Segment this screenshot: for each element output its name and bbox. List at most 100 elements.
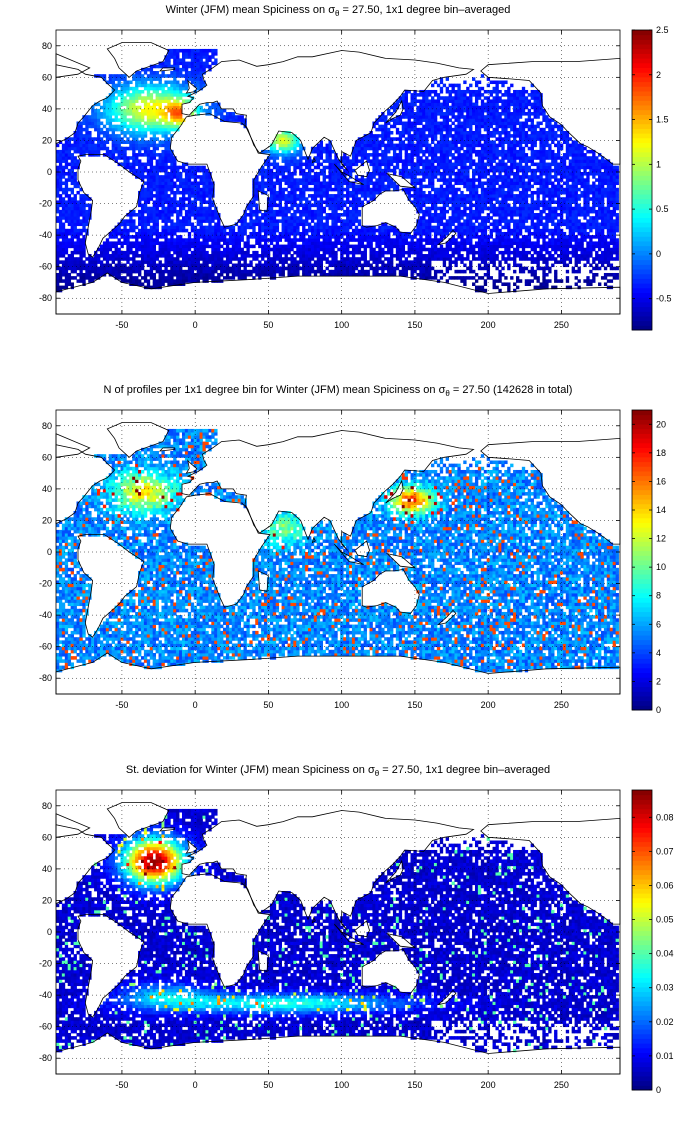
data-cell: [413, 194, 417, 198]
data-cell: [287, 172, 291, 176]
data-cell: [401, 121, 406, 126]
data-cell: [120, 137, 124, 141]
data-cell: [348, 244, 353, 249]
data-cell: [129, 279, 133, 283]
data-cell: [149, 187, 154, 192]
data-cell: [123, 140, 127, 144]
data-cell: [167, 64, 171, 69]
data-cell: [410, 140, 414, 144]
data-cell: [176, 178, 180, 182]
data-cell: [179, 89, 183, 94]
data-cell: [120, 279, 124, 283]
data-cell: [82, 276, 86, 280]
data-cell: [61, 175, 66, 179]
data-cell: [140, 178, 145, 182]
data-cell: [281, 231, 285, 236]
data-cell: [199, 108, 203, 113]
data-cell: [164, 162, 168, 167]
data-cell: [196, 190, 200, 195]
data-cell: [91, 112, 95, 116]
data-cell: [305, 206, 309, 211]
data-cell: [76, 162, 80, 167]
data-cell: [211, 263, 215, 268]
data-cell: [181, 254, 186, 258]
data-cell: [58, 260, 63, 264]
data-cell: [146, 108, 151, 113]
data-cell: [181, 206, 186, 211]
data-cell: [196, 276, 200, 280]
data-cell: [325, 219, 329, 223]
data-cell: [372, 238, 376, 242]
data-cell: [214, 52, 218, 56]
data-cell: [184, 178, 189, 182]
data-cell: [407, 105, 411, 110]
data-cell: [357, 228, 362, 233]
data-cell: [211, 213, 215, 217]
data-cell: [158, 241, 162, 245]
data-cell: [152, 222, 157, 227]
data-cell: [272, 257, 277, 261]
data-cell: [439, 89, 444, 94]
data-cell: [410, 115, 414, 119]
data-cell: [179, 67, 183, 72]
data-cell: [123, 219, 127, 223]
data-cell: [269, 162, 274, 167]
data-cell: [264, 162, 268, 167]
data-cell: [129, 146, 133, 151]
data-cell: [105, 269, 110, 274]
data-cell: [302, 206, 306, 211]
data-cell: [407, 108, 411, 113]
data-cell: [205, 213, 209, 217]
data-cell: [146, 282, 151, 286]
data-cell: [354, 162, 359, 167]
data-cell: [64, 143, 69, 148]
data-cell: [240, 118, 244, 122]
data-cell: [202, 266, 206, 271]
data-cell: [398, 115, 403, 119]
data-cell: [290, 203, 294, 208]
data-cell: [346, 219, 350, 223]
data-cell: [346, 250, 350, 255]
data-cell: [305, 257, 309, 261]
data-cell: [384, 159, 388, 163]
data-cell: [143, 153, 148, 157]
data-cell: [416, 149, 420, 154]
data-cell: [82, 206, 86, 211]
data-cell: [97, 260, 101, 264]
data-cell: [135, 99, 139, 103]
data-cell: [343, 228, 347, 233]
data-cell: [436, 257, 441, 261]
data-cell: [164, 143, 168, 148]
data-cell: [179, 250, 183, 255]
data-cell: [120, 276, 124, 280]
data-cell: [316, 194, 321, 198]
data-cell: [146, 105, 151, 110]
data-cell: [123, 83, 127, 88]
data-cell: [433, 146, 438, 151]
data-cell: [255, 213, 259, 217]
data-cell: [413, 102, 417, 107]
data-cell: [302, 266, 306, 271]
data-cell: [416, 143, 420, 148]
data-cell: [293, 190, 297, 195]
data-cell: [384, 143, 388, 148]
data-cell: [94, 263, 98, 268]
data-cell: [334, 168, 338, 173]
data-cell: [436, 130, 441, 135]
data-cell: [161, 247, 165, 252]
data-cell: [366, 235, 370, 239]
data-cell: [296, 266, 300, 271]
data-cell: [343, 213, 347, 217]
data-cell: [170, 279, 174, 283]
data-cell: [220, 254, 224, 258]
data-cell: [375, 190, 379, 195]
data-cell: [152, 143, 157, 148]
data-cell: [64, 269, 69, 274]
data-cell: [193, 175, 198, 179]
data-cell: [272, 269, 277, 274]
data-cell: [296, 143, 300, 148]
data-cell: [114, 96, 118, 100]
data-cell: [322, 172, 326, 176]
data-cell: [334, 153, 338, 157]
data-cell: [56, 228, 60, 233]
